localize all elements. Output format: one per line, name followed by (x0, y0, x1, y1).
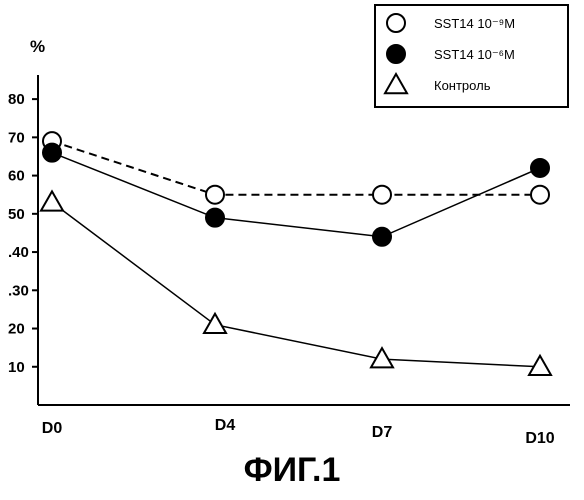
legend-marker-open_circle (387, 14, 405, 32)
x-tick-label: D10 (525, 430, 554, 447)
series-lines (52, 141, 540, 367)
data-point-filled_circle (531, 159, 549, 177)
x-tick-label: D0 (42, 420, 63, 437)
y-axis-unit-label: % (30, 37, 45, 56)
legend: SST14 10⁻⁹M SST14 10⁻⁶M Контроль (375, 5, 568, 107)
y-tick-label: 50 (8, 206, 25, 223)
legend-label-triangle: Контроль (434, 78, 491, 93)
y-tick-label: 60 (8, 168, 25, 185)
data-point-filled_circle (373, 228, 391, 246)
x-tick-label: D7 (372, 424, 393, 441)
axes (38, 75, 570, 405)
y-tick-label: 20 (8, 321, 25, 338)
y-tick-label: .40 (8, 244, 29, 261)
y-tick-label: 80 (8, 91, 25, 108)
legend-label-open_circle: SST14 10⁻⁹M (434, 16, 515, 31)
data-point-open_circle (206, 186, 224, 204)
data-point-open_circle (373, 186, 391, 204)
data-point-filled_circle (206, 209, 224, 227)
y-axis-ticks: 10 20 .30 .40 50 60 70 80 (8, 91, 38, 376)
data-point-filled_circle (43, 144, 61, 162)
data-point-open_circle (531, 186, 549, 204)
series-markers (41, 132, 551, 375)
y-tick-label: 10 (8, 359, 25, 376)
legend-label-filled_circle: SST14 10⁻⁶M (434, 47, 515, 62)
x-axis-ticks: D0 D4 D7 D10 (42, 417, 555, 447)
data-point-triangle (41, 191, 63, 210)
x-tick-label: D4 (215, 417, 236, 434)
series-line-open_circle (52, 141, 540, 195)
figure-caption: ФИГ.1 (244, 451, 341, 489)
data-point-triangle (529, 356, 551, 375)
y-tick-label: 70 (8, 129, 25, 146)
legend-marker-filled_circle (387, 45, 405, 63)
data-point-triangle (204, 314, 226, 333)
y-tick-label: .30 (8, 282, 29, 299)
